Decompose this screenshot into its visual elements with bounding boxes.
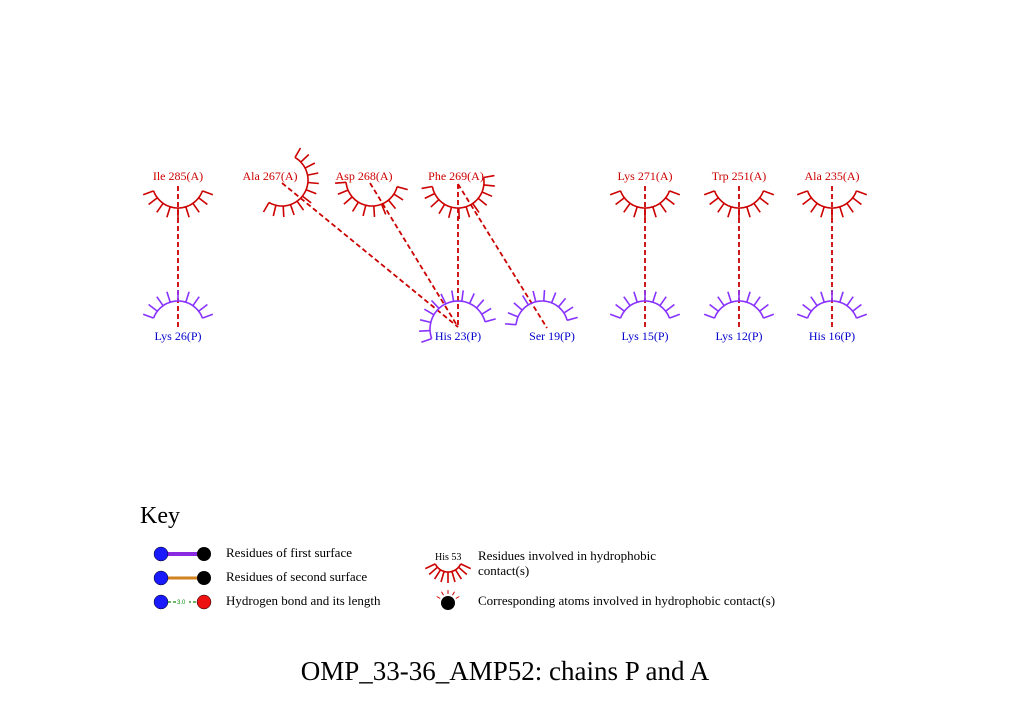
- residue-label-ser19: Ser 19(P): [529, 329, 575, 343]
- residue-label-ala267: Ala 267(A): [243, 169, 298, 183]
- residue-label-lys271: Lys 271(A): [618, 169, 673, 183]
- key-corresponding-atoms-label: Corresponding atoms involved in hydropho…: [478, 593, 775, 608]
- key-hbond-symbol: 3.0: [153, 594, 212, 610]
- hydrophobic-arc-lys271: [609, 190, 681, 219]
- key-hbond-length: 3.0: [177, 600, 186, 606]
- residue-label-his23: His 23(P): [435, 329, 481, 343]
- key-hydrophobic-label-line2: contact(s): [478, 563, 529, 578]
- hydrophobic-arc-his23: [419, 290, 496, 344]
- key-hydrophobic-label-line1: Residues involved in hydrophobic: [478, 548, 656, 563]
- contact-lines: [177, 182, 833, 329]
- residue-label-lys12: Lys 12(P): [715, 329, 762, 343]
- residue-label-ile285: Ile 285(A): [153, 169, 203, 183]
- residue-label-lys26: Lys 26(P): [154, 329, 201, 343]
- hydrophobic-arc-lys15: [609, 290, 681, 319]
- contact-line-phe269-ser19: [457, 183, 548, 329]
- hydrophobic-arc-lys26: [142, 290, 214, 319]
- hydrophobic-arc-ile285: [142, 190, 214, 219]
- residue-label-trp251: Trp 251(A): [712, 169, 767, 183]
- hydrophobic-arc-trp251: [703, 190, 775, 219]
- key-second-surface-symbol: [153, 570, 211, 586]
- residue-label-asp268: Asp 268(A): [336, 169, 393, 183]
- hydrophobic-arc-ala267: [262, 147, 319, 218]
- residue-label-his16: His 16(P): [809, 329, 855, 343]
- residue-labels: Ile 285(A) Ala 267(A) Asp 268(A) Phe 269(A)…: [153, 169, 860, 343]
- key-hydrophobic-arc-icon: [424, 563, 472, 583]
- hydrophobic-arc-ala235: [796, 190, 868, 219]
- hydrophobic-arc-ser19: [505, 290, 578, 326]
- hydrophobic-arc-lys12: [703, 290, 775, 319]
- hydrophobic-arc-his16: [796, 290, 868, 319]
- key-title: Key: [140, 503, 180, 529]
- key-hydrophobic-example-label: His 53: [435, 552, 461, 563]
- diagram-title: OMP_33-36_AMP52: chains P and A: [301, 656, 710, 686]
- key-arc-shape: [424, 563, 472, 583]
- contact-line-asp268-his23: [369, 182, 459, 328]
- residue-label-ala235: Ala 235(A): [805, 169, 860, 183]
- key-legend: Key Residues of first surface Residues o…: [140, 503, 775, 610]
- key-second-surface-label: Residues of second surface: [226, 569, 367, 584]
- residue-label-phe269: Phe 269(A): [428, 169, 484, 183]
- hydrophobic-arc-phe269: [421, 174, 495, 220]
- residue-arcs: [142, 147, 868, 344]
- key-hydrophobic-atom-icon: [436, 590, 460, 610]
- residue-label-lys15: Lys 15(P): [621, 329, 668, 343]
- hydrophobic-arc-asp268: [335, 181, 408, 217]
- key-first-surface-label: Residues of first surface: [226, 545, 352, 560]
- key-first-surface-symbol: [153, 546, 211, 562]
- contact-line-ala267-his23: [281, 182, 459, 328]
- key-hbond-label: Hydrogen bond and its length: [226, 593, 381, 608]
